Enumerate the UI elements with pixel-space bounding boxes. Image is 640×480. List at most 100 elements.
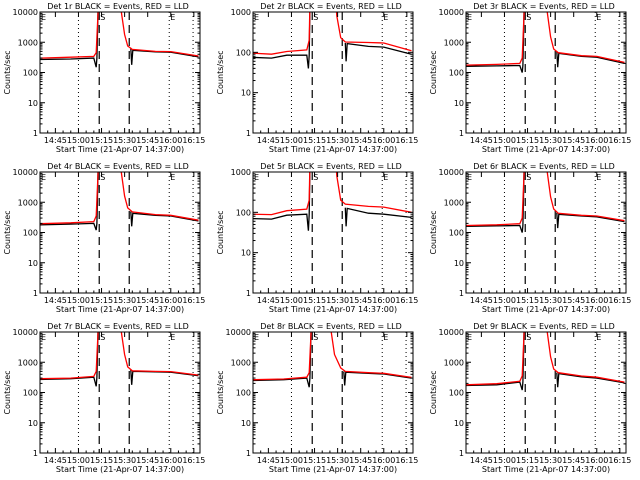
plot-frame xyxy=(465,331,627,454)
x-tick-label: 16:00 xyxy=(372,136,395,145)
y-tick-label: 10000 xyxy=(439,168,464,177)
x-tick-label: 15:00 xyxy=(67,136,90,145)
y-tick-label: 10000 xyxy=(226,328,251,337)
y-tick-label: 100 xyxy=(236,208,251,217)
y-tick-label: 10 xyxy=(241,89,251,98)
y-tick-label: 1 xyxy=(459,449,464,458)
y-tick-label: 10000 xyxy=(439,328,464,337)
event-marker-label: E xyxy=(254,13,259,22)
x-tick-label: 15:00 xyxy=(280,456,303,465)
event-marker-label: E xyxy=(41,333,46,342)
plot-frame xyxy=(252,331,414,454)
x-axis-label: Start Time (21-Apr-07 14:37:00) xyxy=(482,305,610,314)
x-axis-label: Start Time (21-Apr-07 14:37:00) xyxy=(56,145,184,154)
x-tick-label: 15:45 xyxy=(562,296,585,305)
events-series-line xyxy=(466,172,625,233)
panel-det-4: Det 4r BLACK = Events, RED = LLD Start Ti… xyxy=(3,162,205,314)
plot-frame xyxy=(252,171,414,294)
event-marker-label: E xyxy=(383,333,388,342)
y-tick-label: 10000 xyxy=(439,8,464,17)
event-marker-label: E xyxy=(170,173,175,182)
y-tick-label: 10000 xyxy=(13,328,38,337)
events-series-line xyxy=(466,332,625,391)
event-marker-label: E xyxy=(254,333,259,342)
panel-det-9: Det 9r BLACK = Events, RED = LLD Start Ti… xyxy=(429,322,631,474)
y-tick-label: 1000 xyxy=(18,358,38,367)
x-tick-label: 16:00 xyxy=(585,456,608,465)
event-marker-label: E xyxy=(467,173,472,182)
event-marker-label: E xyxy=(170,13,175,22)
x-tick-label: 15:30 xyxy=(113,296,136,305)
x-tick-label: 16:15 xyxy=(182,136,205,145)
x-tick-label: 15:00 xyxy=(493,136,516,145)
x-tick-label: 16:00 xyxy=(372,296,395,305)
y-tick-label: 10 xyxy=(454,259,464,268)
event-marker-label: E xyxy=(383,173,388,182)
x-tick-label: 15:45 xyxy=(562,456,585,465)
lld-series-line xyxy=(466,12,625,66)
x-tick-label: 16:15 xyxy=(608,456,631,465)
x-axis-label: Start Time (21-Apr-07 14:37:00) xyxy=(56,465,184,474)
panel-title: Det 2r BLACK = Events, RED = LLD xyxy=(260,2,402,11)
y-tick-label: 100 xyxy=(449,69,464,78)
lld-series-line xyxy=(466,172,625,227)
x-tick-label: 14:45 xyxy=(257,296,280,305)
x-tick-label: 15:00 xyxy=(280,296,303,305)
events-series-line xyxy=(253,332,412,388)
x-tick-label: 15:45 xyxy=(349,456,372,465)
y-tick-label: 10000 xyxy=(13,8,38,17)
x-tick-label: 15:30 xyxy=(539,296,562,305)
x-tick-label: 15:45 xyxy=(136,136,159,145)
panel-title: Det 4r BLACK = Events, RED = LLD xyxy=(47,162,189,171)
x-tick-label: 15:45 xyxy=(136,296,159,305)
y-tick-label: 1 xyxy=(246,129,251,138)
x-tick-label: 15:00 xyxy=(493,456,516,465)
lld-series-line xyxy=(253,12,412,55)
y-tick-label: 1000 xyxy=(444,358,464,367)
events-series-line xyxy=(40,172,199,231)
panel-det-2: Det 2r BLACK = Events, RED = LLD Start Ti… xyxy=(216,2,418,154)
event-marker-label: S xyxy=(100,173,105,182)
x-tick-label: 16:15 xyxy=(608,136,631,145)
panel-det-1: Det 1r BLACK = Events, RED = LLD Start Ti… xyxy=(3,2,205,154)
lld-series-line xyxy=(253,332,412,381)
panel-title: Det 3r BLACK = Events, RED = LLD xyxy=(473,2,615,11)
x-tick-label: 15:15 xyxy=(516,136,539,145)
event-marker-label: S xyxy=(313,333,318,342)
x-tick-label: 15:00 xyxy=(280,136,303,145)
y-tick-label: 1000 xyxy=(231,358,251,367)
x-tick-label: 15:15 xyxy=(90,456,113,465)
y-tick-label: 1000 xyxy=(18,198,38,207)
x-tick-label: 15:15 xyxy=(516,456,539,465)
lld-series-line xyxy=(253,172,412,216)
y-axis-label: Counts/sec xyxy=(429,210,438,254)
event-marker-label: E xyxy=(383,13,388,22)
y-tick-label: 100 xyxy=(23,389,38,398)
y-tick-label: 10 xyxy=(28,419,38,428)
x-tick-label: 15:30 xyxy=(326,296,349,305)
x-tick-label: 16:15 xyxy=(182,296,205,305)
event-marker-label: E xyxy=(467,13,472,22)
y-tick-label: 1000 xyxy=(444,198,464,207)
x-tick-label: 15:30 xyxy=(113,136,136,145)
panel-det-6: Det 6r BLACK = Events, RED = LLD Start Ti… xyxy=(429,162,631,314)
event-marker-label: E xyxy=(467,333,472,342)
lld-series-line xyxy=(466,332,625,386)
event-marker-label: E xyxy=(596,333,601,342)
panel-det-8: Det 8r BLACK = Events, RED = LLD Start Ti… xyxy=(216,322,418,474)
y-tick-label: 1 xyxy=(246,449,251,458)
lld-series-line xyxy=(40,172,199,225)
x-tick-label: 15:15 xyxy=(303,296,326,305)
lld-series-line xyxy=(40,332,199,380)
y-tick-label: 1 xyxy=(459,289,464,298)
plot-frame xyxy=(39,171,201,294)
y-tick-label: 10 xyxy=(28,99,38,108)
y-axis-label: Counts/sec xyxy=(429,50,438,94)
x-axis-label: Start Time (21-Apr-07 14:37:00) xyxy=(56,305,184,314)
x-tick-label: 14:45 xyxy=(470,456,493,465)
x-tick-label: 15:30 xyxy=(539,136,562,145)
x-tick-label: 14:45 xyxy=(44,456,67,465)
lld-series-line xyxy=(40,12,199,59)
y-axis-label: Counts/sec xyxy=(3,210,12,254)
plot-frame xyxy=(252,11,414,134)
